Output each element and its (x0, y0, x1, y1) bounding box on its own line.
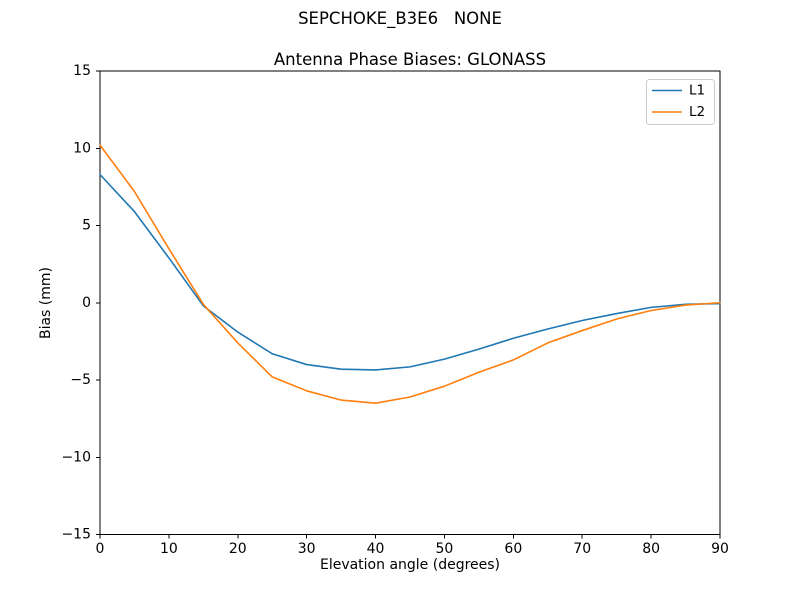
x-tick-label: 10 (160, 541, 178, 557)
legend-label-l2: L2 (689, 104, 705, 120)
legend-item-l1: L1 (652, 83, 705, 99)
y-tick-label: −5 (70, 372, 91, 388)
chart-title: Antenna Phase Biases: GLONASS (273, 50, 547, 69)
x-tick-label: 30 (298, 541, 316, 557)
y-tick-label: 15 (73, 63, 91, 79)
y-axis-label: Bias (mm) (38, 266, 54, 340)
suptitle: SEPCHOKE_B3E6 NONE (298, 9, 502, 28)
y-tick-label: −15 (61, 527, 91, 543)
x-tick-label: 70 (573, 541, 591, 557)
l2-line (99, 144, 721, 404)
x-tick-label: 20 (229, 541, 247, 557)
y-tick-label: −10 (61, 449, 91, 465)
x-tick-label: 50 (436, 541, 454, 557)
legend-label-l1: L1 (689, 83, 705, 99)
y-tick-label: 10 (73, 140, 91, 156)
x-tick-label: 90 (711, 541, 729, 557)
y-tick-label: 0 (82, 295, 91, 311)
legend-item-l2: L2 (652, 104, 705, 120)
x-tick-label: 60 (504, 541, 522, 557)
l1-line (99, 173, 721, 371)
x-tick-label: 40 (367, 541, 385, 557)
y-tick-label: 5 (82, 218, 91, 234)
axes-frame (99, 70, 721, 535)
x-axis-label: Elevation angle (degrees) (319, 557, 501, 573)
x-tick-label: 80 (642, 541, 660, 557)
x-tick-label: 0 (96, 541, 105, 557)
